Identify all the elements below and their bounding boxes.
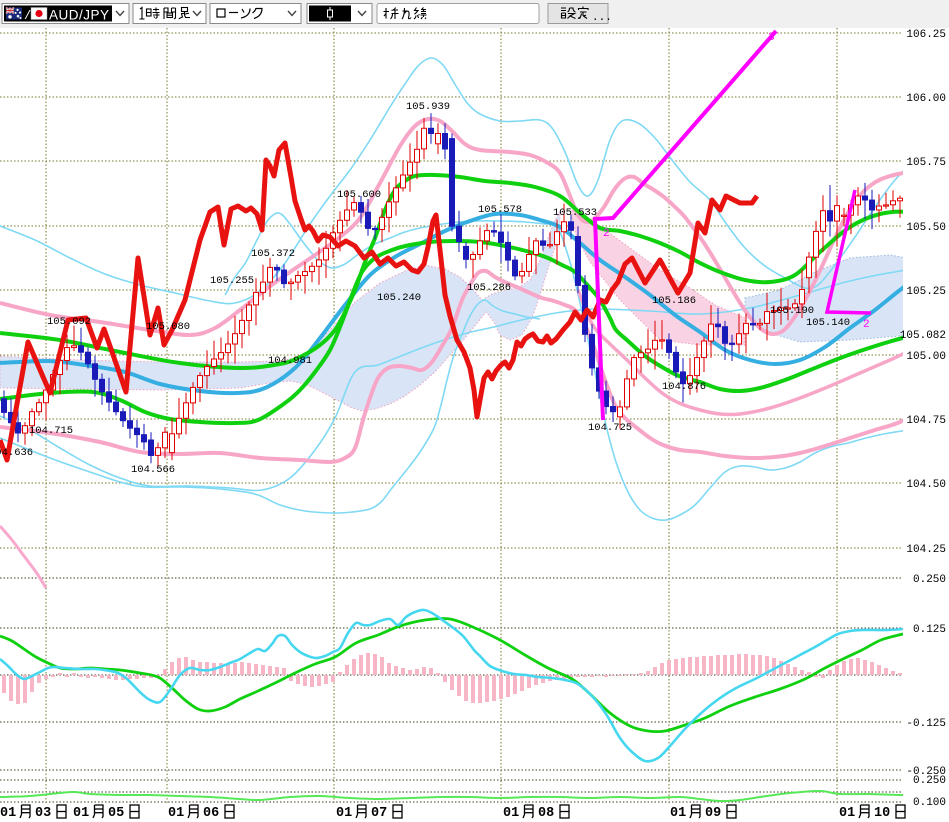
svg-text:2: 2 bbox=[603, 228, 610, 240]
svg-text:07: 07 bbox=[371, 806, 387, 821]
svg-text:0.250: 0.250 bbox=[913, 775, 946, 787]
svg-text:01: 01 bbox=[73, 806, 89, 821]
svg-text:01: 01 bbox=[839, 806, 855, 821]
svg-text:-0.250: -0.250 bbox=[906, 766, 946, 778]
svg-text:0.250: 0.250 bbox=[913, 574, 946, 586]
svg-text:01: 01 bbox=[503, 806, 519, 821]
svg-text:105.240: 105.240 bbox=[377, 292, 421, 304]
svg-text:105.600: 105.600 bbox=[337, 189, 381, 201]
svg-text:104.75: 104.75 bbox=[906, 415, 946, 427]
svg-text:106.00: 106.00 bbox=[906, 93, 946, 105]
svg-text:105.082: 105.082 bbox=[900, 330, 946, 342]
svg-text:105.092: 105.092 bbox=[47, 316, 91, 328]
svg-text:105.080: 105.080 bbox=[146, 321, 190, 333]
svg-text:08: 08 bbox=[538, 806, 554, 821]
svg-text:104.725: 104.725 bbox=[588, 422, 632, 434]
svg-text:/: / bbox=[24, 9, 31, 23]
svg-text:106.25: 106.25 bbox=[906, 29, 946, 41]
svg-text:105.939: 105.939 bbox=[406, 101, 450, 113]
svg-text:104.715: 104.715 bbox=[29, 425, 73, 437]
svg-text:104.50: 104.50 bbox=[906, 479, 946, 491]
svg-text:105.190: 105.190 bbox=[770, 305, 814, 317]
svg-text:105.372: 105.372 bbox=[251, 248, 295, 260]
svg-text:105.186: 105.186 bbox=[652, 295, 696, 307]
svg-text:105.75: 105.75 bbox=[906, 157, 946, 169]
svg-text:01: 01 bbox=[670, 806, 686, 821]
svg-text:105.286: 105.286 bbox=[467, 282, 511, 294]
svg-text:105.50: 105.50 bbox=[906, 222, 946, 234]
svg-text:-0.125: -0.125 bbox=[906, 718, 946, 730]
svg-text:2: 2 bbox=[863, 319, 870, 331]
svg-text:105.578: 105.578 bbox=[478, 204, 522, 216]
svg-text:105.255: 105.255 bbox=[210, 275, 254, 287]
svg-text:105.140: 105.140 bbox=[806, 317, 850, 329]
svg-text:01: 01 bbox=[168, 806, 184, 821]
svg-text:01: 01 bbox=[336, 806, 352, 821]
svg-text:03: 03 bbox=[35, 806, 51, 821]
svg-text:104.25: 104.25 bbox=[906, 544, 946, 556]
svg-text:AUD/JPY: AUD/JPY bbox=[49, 8, 110, 23]
svg-text:105.533: 105.533 bbox=[553, 207, 597, 219]
svg-text:05: 05 bbox=[108, 806, 124, 821]
svg-text:3: 3 bbox=[768, 32, 775, 44]
svg-text:0.125: 0.125 bbox=[913, 624, 946, 636]
svg-text:104.566: 104.566 bbox=[131, 464, 175, 476]
svg-text:06: 06 bbox=[203, 806, 219, 821]
svg-text:105.25: 105.25 bbox=[906, 286, 946, 298]
svg-text:01: 01 bbox=[0, 806, 16, 821]
svg-text:104.981: 104.981 bbox=[268, 355, 312, 367]
svg-text:09: 09 bbox=[705, 806, 721, 821]
svg-text:104.876: 104.876 bbox=[662, 381, 706, 393]
svg-text:104.636: 104.636 bbox=[0, 447, 33, 459]
svg-text:10: 10 bbox=[874, 806, 890, 821]
svg-text:...: ... bbox=[592, 12, 612, 24]
svg-text:105.00: 105.00 bbox=[906, 351, 946, 363]
svg-text:0.100: 0.100 bbox=[913, 797, 946, 809]
